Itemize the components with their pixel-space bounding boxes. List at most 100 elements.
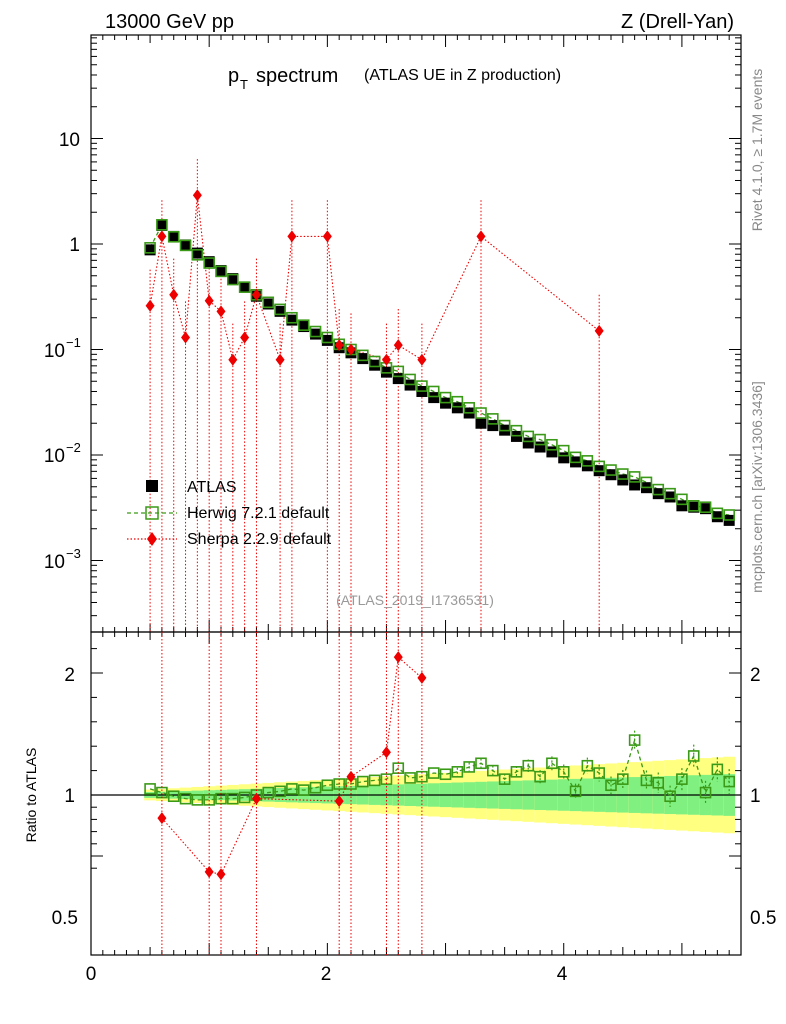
legend-marker-atlas: [146, 480, 158, 492]
ratio-herwig-point: [687, 750, 700, 762]
ratio-sherpa-point: [334, 795, 344, 808]
atlas-point: [617, 474, 629, 486]
atlas-point: [180, 239, 192, 251]
herwig-point: [463, 402, 475, 414]
atlas-point: [522, 437, 534, 449]
atlas-point: [227, 273, 239, 285]
ratio-herwig-point: [581, 759, 594, 772]
ratio-sherpa-point: [393, 651, 403, 664]
y-tick-1e-1: 10: [44, 341, 65, 362]
ratio-herwig-point: [321, 779, 334, 792]
main-series: [144, 159, 735, 632]
sherpa-point: [334, 339, 344, 352]
herwig-point: [652, 483, 665, 496]
atlas-point: [191, 247, 203, 259]
sherpa-line: [149, 195, 600, 362]
atlas-point: [428, 392, 440, 404]
herwig-point: [628, 471, 641, 483]
y-tick-1e-2-exp: −2: [66, 440, 81, 455]
plot-title-sub: T: [240, 77, 248, 92]
legend-label-sherpa: Sherpa 2.2.9 default: [187, 531, 332, 548]
herwig-point: [368, 355, 381, 368]
herwig-point: [475, 407, 487, 419]
y-tick-10: 10: [59, 130, 80, 151]
atlas-point: [652, 488, 664, 500]
ratio-herwig-point: [463, 761, 475, 773]
ratio-herwig-point: [368, 774, 381, 787]
energy-label: 13000 GeV pp: [105, 11, 234, 33]
herwig-point: [498, 419, 511, 432]
ratio-herwig-point: [191, 794, 204, 806]
herwig-point: [274, 303, 286, 316]
herwig-point: [676, 493, 688, 506]
ratio-sherpa-point: [251, 792, 261, 805]
ratio-herwig-point: [309, 781, 322, 794]
y-tick-1e-3: 10: [44, 552, 65, 573]
ratio-herwig-point: [451, 766, 464, 778]
ratio-herwig-point: [262, 786, 275, 799]
main-panel: 10 1 10 −1 10 −2 10 −3 p T spectrum (ATL…: [44, 34, 742, 633]
ratio-herwig-point: [711, 763, 724, 776]
ratio-herwig-point: [546, 757, 558, 770]
atlas-point: [215, 265, 227, 277]
atlas-point: [203, 256, 215, 268]
ratio-tick-1: 1: [64, 786, 75, 807]
sherpa-point: [216, 305, 226, 318]
herwig-line: [149, 223, 730, 516]
herwig-point: [167, 231, 180, 243]
herwig-point: [546, 438, 558, 451]
sherpa-point: [393, 339, 403, 352]
legend-marker-sherpa: [147, 532, 157, 546]
ratio-sherpa-point: [417, 671, 427, 684]
ratio-herwig-point: [593, 767, 605, 779]
ratio-herwig-point: [475, 757, 487, 770]
sherpa-point: [251, 288, 261, 301]
sherpa-point: [417, 353, 427, 366]
herwig-point: [451, 395, 464, 408]
sherpa-point: [228, 353, 238, 366]
atlas-point: [357, 353, 369, 365]
atlas-point: [664, 491, 676, 503]
ratio-herwig-point: [167, 790, 180, 803]
ratio-sherpa-point: [381, 746, 391, 759]
atlas-point: [310, 328, 322, 340]
mcplots-label: mcplots.cern.ch [arXiv:1306.3436]: [749, 381, 765, 593]
ratio-sherpa-point: [204, 865, 214, 878]
herwig-point: [581, 455, 594, 467]
sherpa-point: [204, 294, 214, 307]
ratio-herwig-point: [427, 767, 440, 779]
atlas-point: [546, 446, 558, 458]
atlas-point: [676, 500, 688, 512]
atlas-point: [711, 511, 723, 523]
ratio-tick-1-right: 1: [750, 786, 761, 807]
ratio-sherpa-line: [161, 656, 423, 875]
ratio-tick-0-5-right: 0.5: [750, 908, 776, 929]
process-label: Z (Drell-Yan): [621, 11, 734, 33]
herwig-point: [392, 365, 405, 378]
y-tick-1e-3-exp: −3: [66, 546, 81, 561]
herwig-point: [605, 464, 617, 476]
ratio-herwig-point: [510, 766, 523, 778]
atlas-point: [168, 230, 180, 242]
x-tick-0: 0: [86, 964, 97, 985]
sherpa-point: [145, 299, 155, 312]
ratio-herwig-point: [640, 774, 653, 787]
herwig-point: [427, 385, 440, 398]
herwig-point: [557, 444, 570, 457]
herwig-point: [297, 319, 310, 331]
atlas-point: [451, 402, 463, 414]
atlas-point: [262, 298, 274, 310]
herwig-point: [534, 433, 546, 446]
atlas-point: [298, 321, 310, 333]
herwig-point: [357, 349, 369, 362]
ratio-herwig-point: [557, 766, 570, 778]
atlas-point: [156, 219, 168, 231]
atlas-point: [688, 501, 700, 513]
y-tick-1: 1: [69, 235, 80, 256]
ratio-herwig-point: [297, 784, 310, 796]
ratio-herwig-point: [723, 775, 735, 788]
ratio-tick-2: 2: [64, 665, 75, 686]
atlas-point: [475, 417, 487, 429]
sherpa-point: [275, 353, 285, 366]
